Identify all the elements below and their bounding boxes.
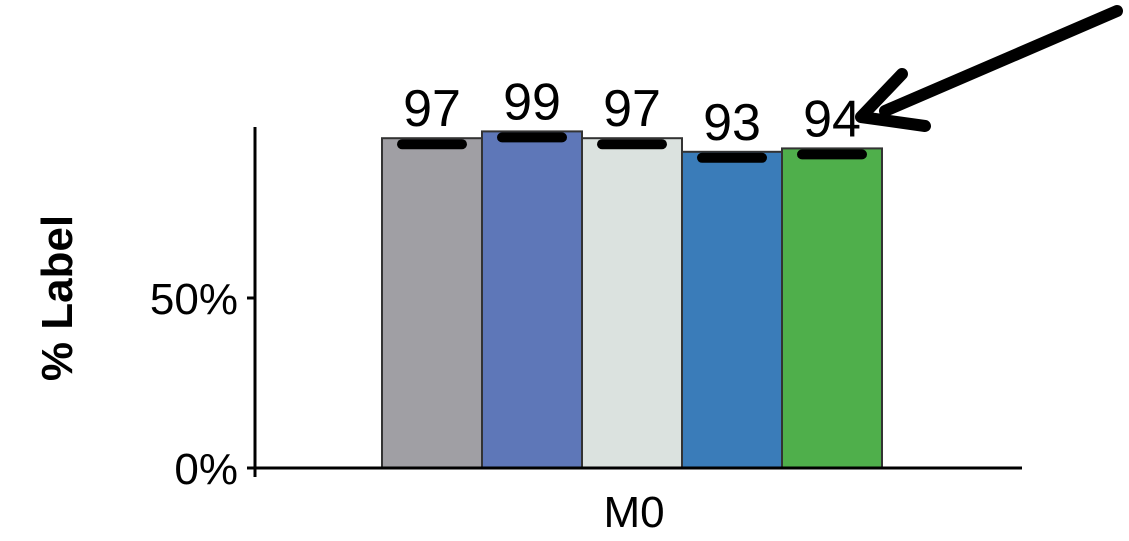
- data-label-3: 97: [603, 80, 661, 138]
- arrow-head: [855, 68, 931, 132]
- bar-5: [781, 147, 883, 469]
- y-axis-label: % Label: [33, 215, 82, 381]
- bar-1: [381, 137, 483, 469]
- x-tick-label-m0: M0: [603, 488, 664, 537]
- y-tick-label-0: 0%: [174, 445, 238, 494]
- plot-marks: 97 99 97 93 94: [381, 73, 883, 470]
- arrow-shaft: [879, 5, 1123, 117]
- arrow-annotation: [855, 5, 1123, 132]
- data-label-4: 93: [703, 94, 761, 152]
- bar-2: [481, 130, 583, 469]
- data-label-5: 94: [803, 90, 861, 148]
- data-label-1: 97: [403, 80, 461, 138]
- bar-3: [581, 137, 683, 469]
- data-label-2: 99: [503, 73, 561, 131]
- y-tick-label-1: 50%: [150, 275, 238, 324]
- bar-4: [681, 150, 783, 470]
- y-axis-ticks: 0% 50%: [150, 275, 255, 494]
